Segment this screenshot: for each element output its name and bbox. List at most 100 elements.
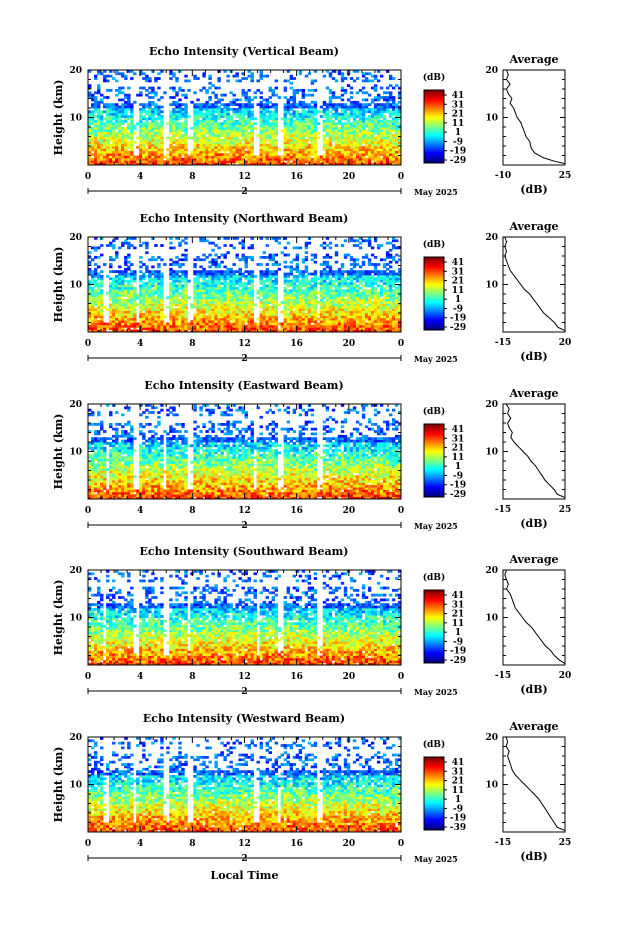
heatmap-cell (232, 113, 235, 116)
heatmap-cell (293, 306, 296, 309)
heatmap-cell (142, 141, 145, 144)
heatmap-cell (193, 299, 196, 302)
heatmap-cell (115, 277, 118, 280)
heatmap-cell (184, 134, 187, 137)
heatmap-cell (269, 282, 272, 285)
heatmap-cell (208, 127, 211, 130)
heatmap-cell (251, 151, 254, 154)
heatmap-cell (359, 118, 362, 121)
heatmap-cell (142, 282, 145, 285)
heatmap-cell (220, 289, 223, 292)
heatmap-cell (305, 277, 308, 280)
heatmap-cell (196, 301, 199, 304)
heatmap-cell (323, 120, 326, 123)
heatmap-cell (109, 127, 112, 130)
heatmap-cell (302, 327, 305, 330)
heatmap-cell (263, 139, 266, 142)
heatmap-cell (169, 151, 172, 154)
heatmap-cell (172, 299, 175, 302)
heatmap-cell (323, 325, 326, 328)
heatmap-cell (112, 325, 115, 328)
heatmap-cell (196, 313, 199, 316)
heatmap-cell (127, 151, 130, 154)
heatmap-cell (211, 304, 214, 307)
heatmap-cell (151, 151, 154, 154)
heatmap-cell (154, 80, 157, 83)
heatmap-cell (139, 110, 142, 113)
heatmap-cell (124, 110, 127, 113)
heatmap-cell (211, 156, 214, 159)
heatmap-cell (157, 141, 160, 144)
heatmap-cell (97, 311, 100, 314)
heatmap-cell (245, 137, 248, 140)
heatmap-cell (91, 301, 94, 304)
heatmap-cell (127, 294, 130, 297)
heatmap-cell (284, 280, 287, 283)
heatmap-cell (139, 122, 142, 125)
heatmap (88, 70, 401, 165)
heatmap-cell (229, 118, 232, 121)
heatmap-cell (169, 122, 172, 125)
heatmap-cell (145, 106, 148, 109)
heatmap-cell (115, 280, 118, 283)
heatmap-cell (193, 327, 196, 330)
heatmap-cell (199, 273, 202, 276)
heatmap-cell (314, 113, 317, 116)
heatmap-cell (124, 153, 127, 156)
heatmap-cell (332, 320, 335, 323)
heatmap-cell (260, 304, 263, 307)
heatmap-cell (124, 137, 127, 140)
heatmap-cell (383, 120, 386, 123)
heatmap-cell (332, 311, 335, 314)
heatmap-cell (172, 72, 175, 75)
heatmap-cell (154, 122, 157, 125)
heatmap-cell (184, 94, 187, 97)
heatmap-cell (269, 254, 272, 257)
heatmap-cell (296, 275, 299, 278)
heatmap-cell (127, 103, 130, 106)
heatmap-cell (371, 118, 374, 121)
heatmap-cell (395, 108, 398, 111)
heatmap-cell (245, 318, 248, 321)
heatmap-cell (238, 308, 241, 311)
heatmap-cell (145, 296, 148, 299)
heatmap-cell (368, 151, 371, 154)
heatmap-cell (208, 318, 211, 321)
heatmap-cell (121, 127, 124, 130)
heatmap-cell (157, 156, 160, 159)
heatmap-cell (371, 153, 374, 156)
heatmap-cell (326, 282, 329, 285)
heatmap-cell (175, 304, 178, 307)
heatmap-cell (121, 120, 124, 123)
heatmap-cell (314, 282, 317, 285)
heatmap-cell (103, 134, 106, 137)
heatmap-cell (350, 125, 353, 128)
heatmap-cell (217, 277, 220, 280)
heatmap-cell (145, 242, 148, 245)
heatmap-cell (314, 160, 317, 163)
heatmap-cell (103, 110, 106, 113)
heatmap-cell (109, 156, 112, 159)
heatmap-cell (100, 318, 103, 321)
heatmap-cell (133, 323, 136, 326)
heatmap-cell (91, 158, 94, 161)
heatmap-cell (359, 151, 362, 154)
heatmap-cell (353, 148, 356, 151)
heatmap-cell (175, 110, 178, 113)
heatmap-cell (118, 323, 121, 326)
heatmap-cell (299, 308, 302, 311)
heatmap-cell (254, 323, 257, 326)
heatmap-cell (299, 306, 302, 309)
heatmap-cell (199, 89, 202, 92)
heatmap-cell (133, 273, 136, 276)
heatmap-cell (226, 325, 229, 328)
heatmap-cell (151, 132, 154, 135)
heatmap-cell (217, 292, 220, 295)
heatmap-cell (293, 91, 296, 94)
heatmap-cell (254, 275, 257, 278)
heatmap-cell (211, 277, 214, 280)
heatmap-cell (238, 122, 241, 125)
heatmap-cell (169, 242, 172, 245)
heatmap-cell (368, 125, 371, 128)
heatmap-cell (127, 285, 130, 288)
